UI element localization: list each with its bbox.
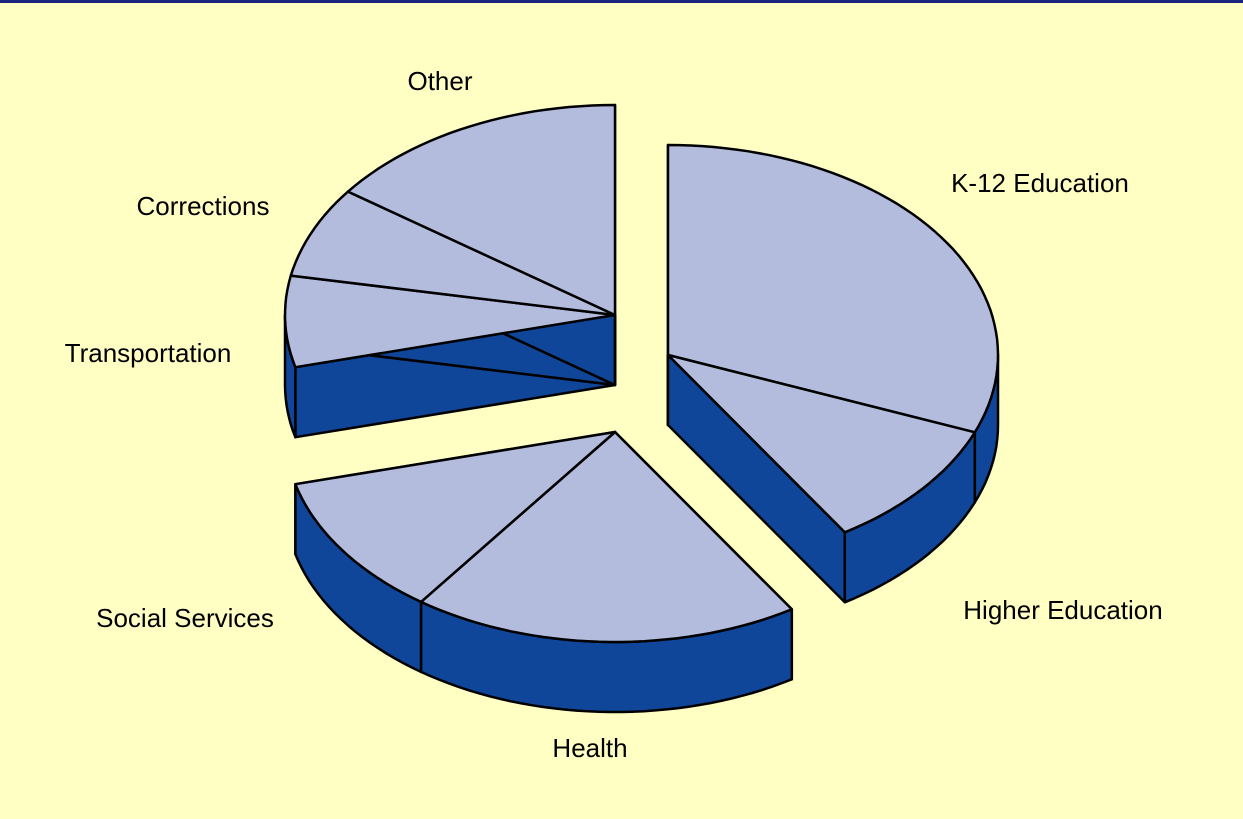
slice (419, 430, 794, 644)
slice-label: Higher Education (963, 595, 1162, 625)
top-border (0, 0, 1243, 3)
slice (666, 143, 1000, 434)
slice-label: Social Services (96, 603, 274, 633)
slice-label: Corrections (137, 191, 270, 221)
slice (666, 353, 977, 534)
slice-label: Health (552, 733, 627, 763)
slice-label: K-12 Education (951, 168, 1129, 198)
slice (283, 274, 617, 369)
slice (289, 190, 617, 317)
slice (346, 103, 617, 317)
slice-label: Transportation (65, 338, 232, 368)
slice (294, 430, 617, 604)
slice-label: Other (407, 66, 472, 96)
